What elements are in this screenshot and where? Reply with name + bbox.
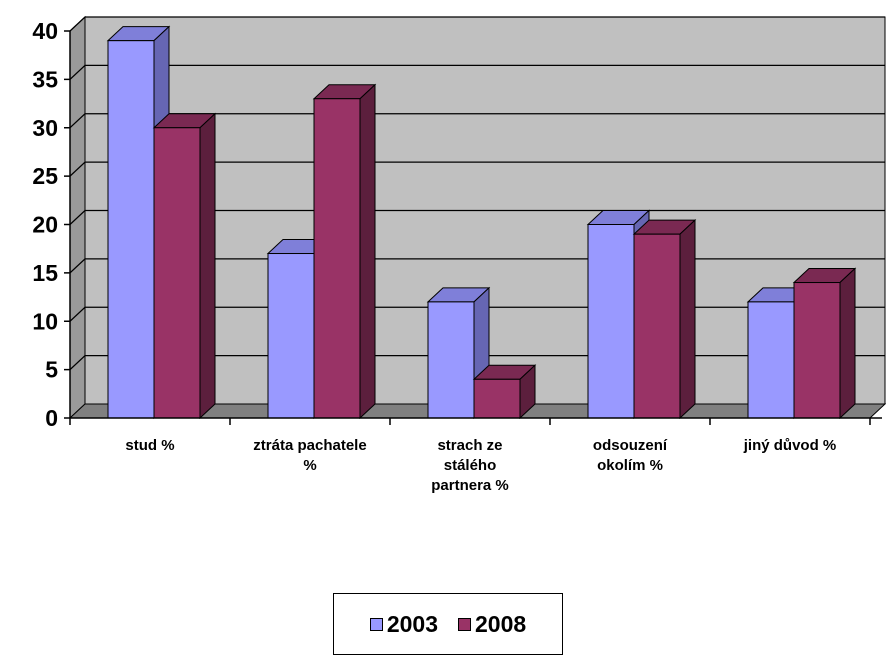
y-tick-label: 30 <box>32 115 58 141</box>
legend-label-2008: 2008 <box>475 610 527 637</box>
bar-front <box>473 378 521 419</box>
bar-front <box>427 301 475 419</box>
x-category-label-line: stálého <box>444 457 497 474</box>
x-category-label: strach ze stálého partnera % <box>431 437 509 494</box>
bar-2008-1 <box>312 83 377 420</box>
x-category-label: ztráta pachatele% <box>253 437 366 474</box>
axes <box>64 30 882 425</box>
gridline <box>69 16 885 32</box>
bar-2003-2 <box>426 286 491 420</box>
y-axis-tick-labels: 0 5 10 15 20 25 30 35 40 <box>32 18 58 431</box>
legend-swatch-2008 <box>458 617 471 631</box>
legend-swatch-2003 <box>369 617 383 631</box>
y-tick-label: 40 <box>32 18 58 44</box>
bar-2008-3 <box>632 219 697 420</box>
x-category-label-line: stud % <box>125 437 174 454</box>
x-category-label-line: % <box>303 457 316 474</box>
x-category-label-line: ztráta pachatele <box>253 437 366 454</box>
x-category-label-line: odsouzení <box>593 437 668 454</box>
x-category-label: jiný důvod % <box>743 437 837 454</box>
bar-side <box>199 112 216 420</box>
bar-side <box>359 83 376 420</box>
bar-2008-4 <box>792 267 857 420</box>
y-tick-label: 0 <box>45 405 58 431</box>
gridline <box>69 64 885 80</box>
bar-front <box>793 282 841 419</box>
bar-chart: 0 5 10 15 20 25 30 35 40 stud % ztráta pachatele%… <box>32 15 886 494</box>
bar-front <box>107 40 155 419</box>
y-tick-label: 10 <box>32 308 58 334</box>
y-tick-label: 35 <box>32 66 58 92</box>
y-tick-label: 20 <box>32 212 58 238</box>
legend-item-2008: 2008 <box>458 611 526 638</box>
bar-front <box>747 301 795 419</box>
x-axis-category-labels: stud % ztráta pachatele % strach ze stálého p… <box>125 437 836 494</box>
bar-2008-0 <box>152 112 217 420</box>
bar-front <box>313 98 361 419</box>
legend-label-2003: 2003 <box>386 610 438 637</box>
x-category-label-line: strach ze <box>437 437 502 454</box>
bar-front <box>633 233 681 419</box>
x-category-label: odsouzení okolím % <box>593 437 668 474</box>
bar-side <box>679 219 696 420</box>
x-category-label-line: okolím % <box>597 457 663 474</box>
y-tick-label: 25 <box>32 163 58 189</box>
bar-front <box>587 224 635 419</box>
x-category-label-line: partnera % <box>431 477 509 494</box>
y-tick-label: 5 <box>45 357 58 383</box>
gridline <box>69 161 885 177</box>
legend-item-2003: 2003 <box>369 610 438 638</box>
bars <box>106 25 857 420</box>
x-category-label: stud % <box>125 437 174 454</box>
gridline <box>69 113 885 129</box>
bar-side <box>839 267 856 420</box>
bar-front <box>267 253 315 419</box>
x-category-label-line: jiný důvod % <box>743 437 837 454</box>
bar-2008-2 <box>472 364 537 420</box>
bar-front <box>153 127 201 419</box>
y-tick-label: 15 <box>32 260 58 286</box>
legend: 2003 2008 <box>333 593 563 655</box>
